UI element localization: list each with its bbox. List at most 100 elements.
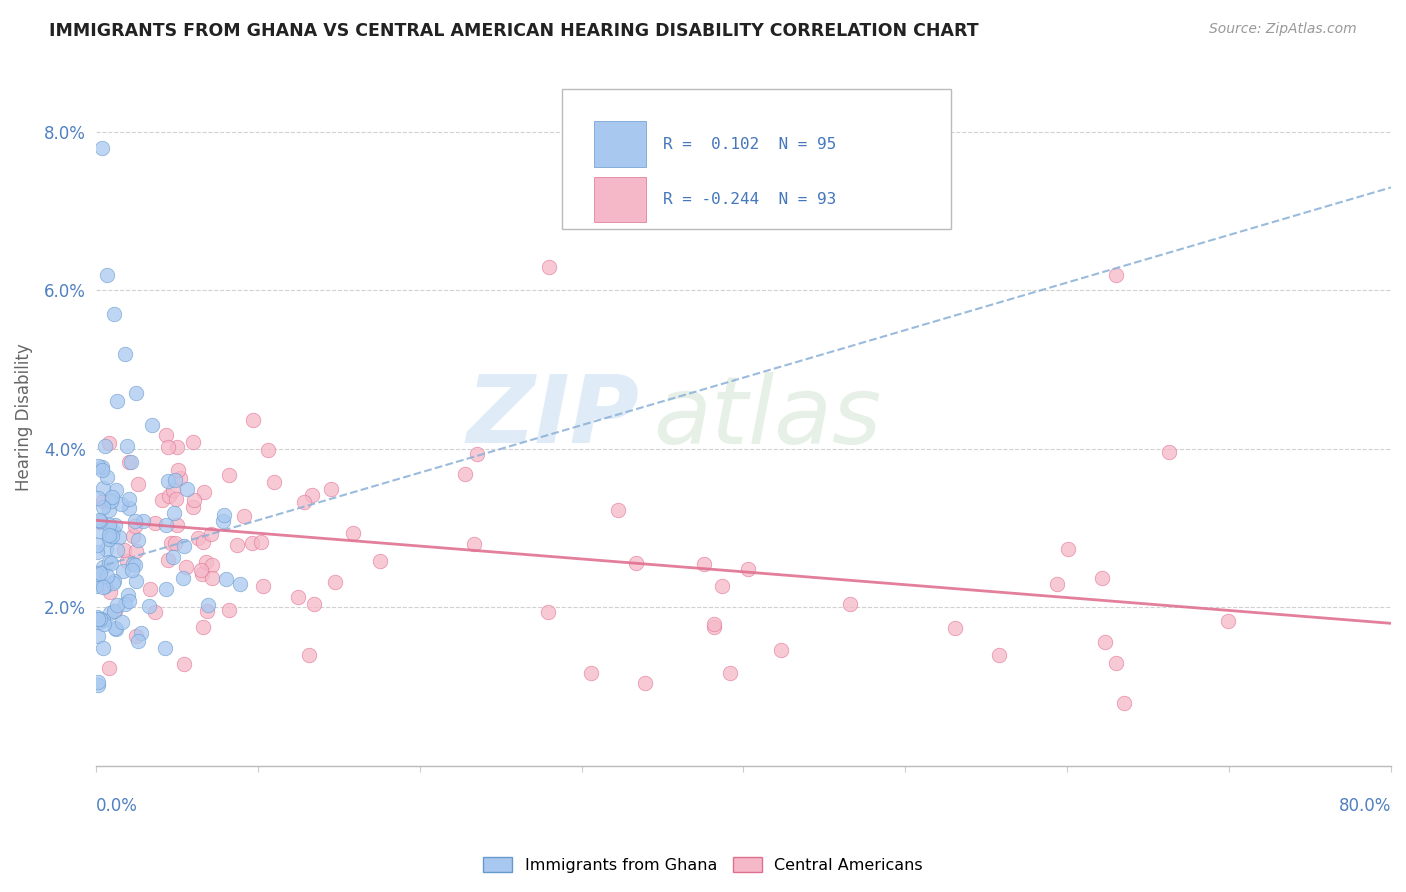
Point — [229, 577, 252, 591]
Point — [172, 571, 194, 585]
Point — [103, 524, 125, 538]
Point — [98, 518, 121, 533]
Text: R =  0.102  N = 95: R = 0.102 N = 95 — [664, 136, 837, 152]
Point — [107, 543, 129, 558]
Point — [1046, 577, 1069, 591]
Point — [190, 566, 212, 581]
Point — [93, 613, 115, 627]
Point — [183, 492, 205, 507]
Point — [89, 566, 111, 580]
Point — [125, 630, 148, 644]
Bar — [595, 177, 647, 222]
Point — [118, 593, 141, 607]
Point — [97, 435, 120, 450]
Point — [101, 528, 124, 542]
Point — [96, 469, 118, 483]
Point — [319, 482, 342, 496]
Point — [120, 454, 142, 468]
Point — [101, 490, 124, 504]
Point — [91, 481, 114, 495]
Point — [91, 494, 114, 508]
Point — [250, 535, 273, 549]
Point — [87, 573, 110, 587]
Point — [454, 467, 477, 481]
Point — [105, 599, 128, 613]
Point — [1105, 268, 1128, 282]
Point — [212, 514, 235, 528]
Point — [465, 447, 488, 461]
Point — [155, 582, 177, 597]
Point — [121, 563, 143, 577]
Point — [943, 621, 966, 635]
Point — [124, 514, 146, 528]
Point — [143, 605, 166, 619]
Point — [93, 616, 115, 631]
Point — [165, 536, 187, 550]
Point — [298, 648, 321, 662]
Legend: Immigrants from Ghana, Central Americans: Immigrants from Ghana, Central Americans — [477, 851, 929, 880]
Point — [292, 495, 315, 509]
Point — [155, 428, 177, 442]
Point — [96, 268, 118, 282]
Point — [103, 604, 125, 618]
Point — [124, 558, 146, 572]
Point — [163, 507, 186, 521]
Point — [200, 526, 222, 541]
Point — [89, 524, 111, 538]
Point — [1112, 696, 1135, 710]
Point — [166, 518, 188, 533]
Point — [242, 413, 264, 427]
Point — [718, 665, 741, 680]
Point — [103, 574, 125, 589]
Point — [1218, 614, 1240, 628]
Point — [737, 562, 759, 576]
Point — [118, 500, 141, 515]
Point — [86, 538, 108, 552]
Point — [107, 394, 129, 409]
Point — [118, 455, 141, 469]
Point — [98, 503, 121, 517]
Point — [1057, 541, 1080, 556]
Point — [368, 554, 391, 568]
Point — [114, 347, 136, 361]
Point — [215, 572, 238, 586]
Point — [201, 571, 224, 585]
Point — [150, 492, 173, 507]
Point — [195, 604, 218, 618]
Point — [156, 553, 179, 567]
Point — [537, 605, 560, 619]
Point — [115, 439, 138, 453]
Point — [86, 545, 108, 559]
Point — [111, 565, 134, 579]
Point — [86, 610, 108, 624]
Point — [131, 626, 153, 640]
Point — [160, 536, 183, 550]
Point — [87, 513, 110, 527]
Point — [125, 386, 148, 401]
Point — [693, 557, 716, 571]
Point — [169, 470, 191, 484]
Point — [163, 474, 186, 488]
Point — [103, 576, 125, 591]
Point — [98, 584, 121, 599]
Point — [97, 555, 120, 569]
Point — [89, 612, 111, 626]
Point — [87, 678, 110, 692]
Point — [100, 493, 122, 508]
Point — [257, 443, 280, 458]
Point — [1094, 635, 1116, 649]
Text: 80.0%: 80.0% — [1339, 797, 1391, 814]
Point — [187, 531, 209, 545]
Point — [143, 516, 166, 530]
Point — [710, 579, 733, 593]
Point — [90, 463, 112, 477]
Point — [1105, 656, 1128, 670]
Point — [538, 260, 561, 274]
Point — [606, 503, 628, 517]
Point — [110, 497, 132, 511]
Point — [463, 537, 485, 551]
Point — [165, 491, 187, 506]
Y-axis label: Hearing Disability: Hearing Disability — [15, 343, 32, 491]
Point — [193, 620, 215, 634]
Point — [98, 607, 121, 621]
